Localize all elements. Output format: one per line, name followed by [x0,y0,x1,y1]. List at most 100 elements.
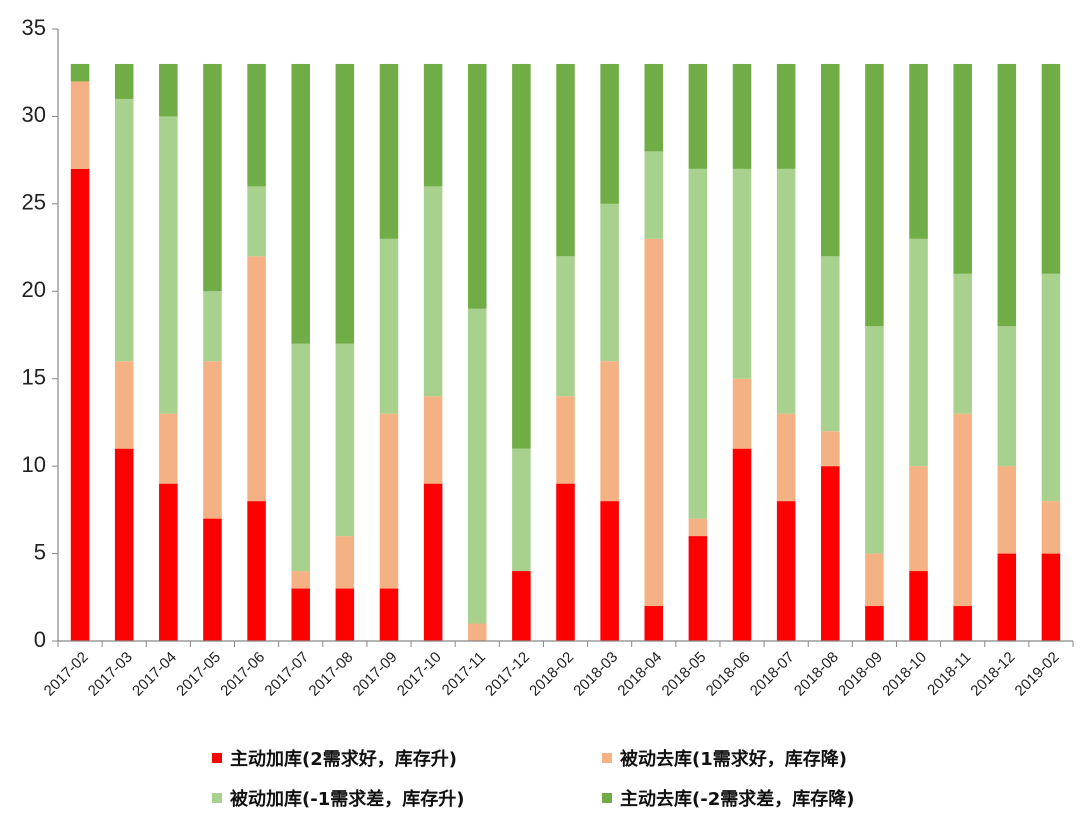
x-tick-label: 2017-10 [394,649,445,700]
bar-segment-2017-02-series-0 [70,168,90,641]
bar-segment-2017-06-series-0 [247,501,266,641]
bar-segment-2017-12-series-2 [512,448,531,572]
y-tick-label: 20 [22,277,46,302]
bar-segment-2017-10-series-3 [423,63,443,187]
bar-segment-2018-12-series-0 [997,553,1017,641]
legend-label-1: 被动去库(1需求好，库存降) [620,749,847,770]
legend-item-series-3: 主动去库(-2需求差，库存降) [602,785,972,811]
bar-segment-2018-03-series-1 [600,361,619,502]
y-tick-label: 35 [22,15,46,40]
bar-segment-2018-07-series-2 [776,168,796,414]
bar-segment-2018-11-series-2 [953,273,972,414]
x-tick-label: 2017-08 [306,649,357,700]
bar-segment-2019-02-series-0 [1041,553,1061,641]
bar-segment-2017-05-series-0 [203,518,222,641]
bar-segment-2017-12-series-0 [512,571,531,641]
bar-segment-2018-10-series-2 [909,238,928,467]
bar-segment-2018-04-series-1 [644,238,664,607]
bar-segment-2017-06-series-1 [247,256,266,502]
bar-segment-2017-11-series-3 [467,63,487,309]
bar-segment-2017-07-series-0 [291,588,310,641]
bar-segment-2018-11-series-3 [953,63,972,274]
bar-segment-2017-02-series-1 [70,81,90,169]
bar-segment-2018-10-series-1 [909,466,928,572]
bar-segment-2018-02-series-0 [556,483,575,641]
y-axis: 0 5 10 15 20 25 30 35 [22,15,59,652]
bar-segment-2018-04-series-2 [644,151,664,239]
bars-group [70,63,1061,641]
x-tick-label: 2018-08 [791,649,842,700]
x-axis: 2017-022017-032017-042017-052017-062017-… [41,640,1074,700]
bar-segment-2017-04-series-1 [159,413,178,484]
bar-segment-2018-08-series-0 [821,466,840,641]
legend-swatch-2 [212,793,222,803]
bar-segment-2017-10-series-2 [423,186,443,397]
bar-segment-2018-08-series-2 [821,256,840,432]
y-tick-label: 10 [22,452,46,477]
x-tick-label: 2018-12 [967,649,1018,700]
legend-label-0: 主动加库(2需求好，库存升) [230,749,457,770]
bar-segment-2017-07-series-1 [291,571,310,589]
x-tick-label: 2019-02 [1012,649,1063,700]
y-tick-label: 5 [34,539,46,564]
bar-segment-2018-05-series-3 [688,63,708,169]
bar-segment-2017-09-series-0 [379,588,399,641]
bar-segment-2017-06-series-3 [247,63,266,187]
bar-segment-2018-12-series-3 [997,63,1017,327]
x-tick-label: 2017-04 [129,649,180,700]
bar-segment-2018-05-series-0 [688,536,708,641]
bar-segment-2018-11-series-0 [953,606,972,641]
x-tick-label: 2018-07 [747,649,798,700]
x-tick-label: 2017-11 [439,649,489,699]
legend-item-series-0: 主动加库(2需求好，库存升) [212,745,602,771]
bar-segment-2017-12-series-3 [512,63,531,449]
bar-segment-2018-02-series-3 [556,63,575,257]
legend-label-3: 主动去库(-2需求差，库存降) [620,789,855,810]
bar-segment-2018-07-series-1 [776,413,796,502]
bar-segment-2017-10-series-1 [423,396,443,484]
bar-segment-2017-10-series-0 [423,483,443,641]
y-tick-label: 0 [34,627,46,652]
x-tick-label: 2018-10 [879,649,930,700]
x-tick-label: 2017-06 [217,649,268,700]
bar-segment-2019-02-series-1 [1041,501,1061,554]
bar-segment-2018-10-series-0 [909,571,928,641]
bar-segment-2018-05-series-2 [688,168,708,519]
bar-segment-2018-06-series-1 [732,378,752,449]
y-tick-label: 15 [22,365,46,390]
bar-segment-2017-03-series-0 [114,448,134,641]
bar-segment-2018-03-series-0 [600,501,619,641]
bar-segment-2018-03-series-2 [600,203,619,362]
bar-segment-2018-07-series-3 [776,63,796,169]
bar-segment-2018-06-series-2 [732,168,752,379]
bar-segment-2017-07-series-2 [291,343,310,572]
bar-segment-2017-09-series-2 [379,238,399,414]
bar-segment-2019-02-series-2 [1041,273,1061,502]
bar-segment-2018-02-series-1 [556,396,575,484]
bar-segment-2017-11-series-2 [467,308,487,624]
x-tick-label: 2017-09 [350,649,401,700]
bar-segment-2017-09-series-3 [379,63,399,239]
legend-item-series-1: 被动去库(1需求好，库存降) [602,745,972,771]
y-tick-label: 25 [22,190,46,215]
bar-segment-2017-05-series-3 [203,63,222,292]
legend-swatch-0 [212,753,222,763]
bar-segment-2018-09-series-3 [865,63,884,327]
y-tick-label: 30 [22,102,46,127]
bar-segment-2017-03-series-3 [114,63,134,99]
bar-segment-2017-03-series-1 [114,361,134,449]
bar-segment-2018-10-series-3 [909,63,928,239]
bar-segment-2018-04-series-0 [644,606,664,641]
bar-segment-2017-11-series-1 [467,623,487,641]
bar-segment-2018-11-series-1 [953,413,972,607]
legend-swatch-1 [602,753,612,763]
x-tick-label: 2018-03 [570,649,621,700]
bar-segment-2017-09-series-1 [379,413,399,589]
bar-segment-2017-04-series-0 [159,483,178,641]
x-tick-label: 2017-05 [173,649,224,700]
bar-segment-2017-02-series-3 [70,63,90,82]
x-tick-label: 2017-07 [261,649,312,700]
bar-segment-2018-08-series-1 [821,431,840,467]
bar-segment-2019-02-series-3 [1041,63,1061,274]
bar-segment-2018-06-series-0 [732,448,752,641]
